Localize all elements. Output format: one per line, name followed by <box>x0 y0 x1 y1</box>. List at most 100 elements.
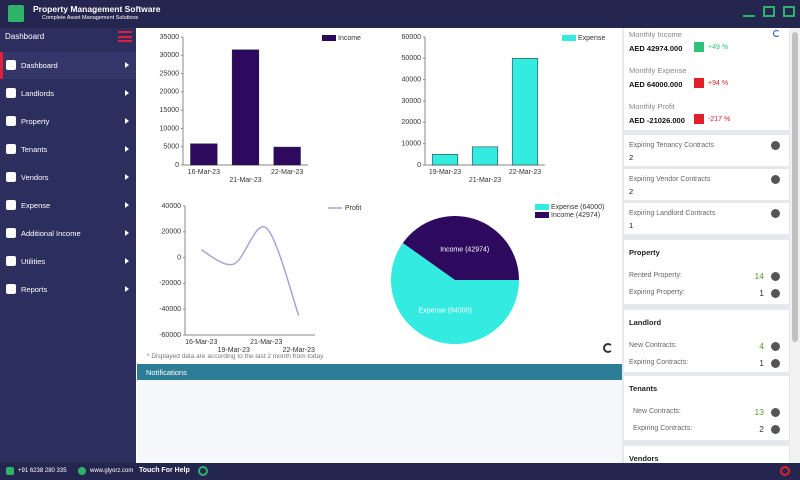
app-title: Property Management Software <box>33 4 161 14</box>
menu-icon[interactable] <box>6 60 16 70</box>
summary-amount: AED 42974.000 <box>629 44 683 53</box>
menu-arrow[interactable] <box>125 62 129 68</box>
summary-change: +49 % <box>708 44 729 51</box>
notifications-title: Notifications <box>146 368 187 377</box>
close-button[interactable] <box>783 6 795 17</box>
row-arrow[interactable] <box>771 342 780 351</box>
app-subtitle: Complete Asset Management Solutions <box>42 15 139 21</box>
section-row-label: Expiring Property: <box>629 289 685 296</box>
section-row-label: New Contracts: <box>629 342 677 349</box>
menu-item[interactable]: Landlords <box>21 89 54 98</box>
menu-arrow[interactable] <box>125 118 129 124</box>
refresh[interactable] <box>603 343 613 353</box>
summary-label: Monthly Expense <box>629 66 687 75</box>
title-bar <box>0 0 800 28</box>
trend-icon <box>694 42 704 52</box>
row-arrow[interactable] <box>771 272 780 281</box>
active-marker <box>0 52 3 79</box>
menu-icon[interactable] <box>6 172 16 182</box>
menu-item[interactable]: Expense <box>21 201 51 210</box>
menu-arrow[interactable] <box>125 230 129 236</box>
menu-arrow[interactable] <box>125 202 129 208</box>
menu-item[interactable]: Vendors <box>21 173 49 182</box>
refresh-summary[interactable] <box>773 30 780 37</box>
summary-change: +94 % <box>708 80 729 87</box>
contract-value: 2 <box>629 187 634 196</box>
menu-item[interactable]: Tenants <box>21 145 48 154</box>
menu-icon[interactable] <box>6 200 16 210</box>
contract-card <box>624 169 789 200</box>
section-row-value: 2 <box>759 424 764 434</box>
contract-card <box>624 135 789 166</box>
trend-icon <box>694 114 704 124</box>
note: * Displayed data are according to the la… <box>147 353 324 360</box>
row-arrow[interactable] <box>771 359 780 368</box>
menu-icon[interactable] <box>6 144 16 154</box>
menu-icon[interactable] <box>6 228 16 238</box>
section-card <box>624 310 789 372</box>
section-card <box>624 376 789 440</box>
menu-arrow[interactable] <box>125 286 129 292</box>
section-card <box>624 446 789 463</box>
website: www.glyorz.com <box>90 468 134 474</box>
menu-icon[interactable] <box>6 116 16 126</box>
summary-change: -217 % <box>708 116 731 123</box>
active-item <box>0 52 136 79</box>
section-title: Tenants <box>629 384 658 393</box>
summary-label: Monthly Profit <box>629 102 675 111</box>
section-row-label: Expiring Contracts: <box>629 359 689 366</box>
contract-label: Expiring Vendor Contracts <box>629 176 711 183</box>
menu-item[interactable]: Utilities <box>21 257 46 266</box>
summary-label: Monthly Income <box>629 30 682 39</box>
menu-toggle[interactable] <box>118 31 132 42</box>
maximize-button[interactable] <box>763 6 775 17</box>
notifications-body <box>137 380 622 463</box>
row-arrow[interactable] <box>771 425 780 434</box>
web-icon <box>78 467 86 475</box>
contract-arrow[interactable] <box>771 141 780 150</box>
help[interactable]: Touch For Help <box>139 467 190 474</box>
menu-item[interactable]: Dashboard <box>21 61 58 70</box>
scrollbar[interactable] <box>790 28 800 463</box>
power-icon[interactable] <box>780 466 790 476</box>
menu-icon[interactable] <box>6 284 16 294</box>
section-row-value: 14 <box>754 271 764 281</box>
menu-arrow[interactable] <box>125 174 129 180</box>
menu-icon[interactable] <box>6 256 16 266</box>
row-arrow[interactable] <box>771 408 780 417</box>
section-title: Property <box>629 248 660 257</box>
contract-arrow[interactable] <box>771 175 780 184</box>
logo <box>8 5 24 22</box>
minimize-button[interactable] <box>743 6 755 17</box>
dashboard-area <box>137 28 622 364</box>
menu-item[interactable]: Reports <box>21 285 48 294</box>
contract-card <box>624 203 789 234</box>
contract-arrow[interactable] <box>771 209 780 218</box>
menu-arrow[interactable] <box>125 146 129 152</box>
section-row-label: Rented Property: <box>629 272 682 279</box>
summary-amount: AED 64000.000 <box>629 80 683 89</box>
section-card <box>624 240 789 304</box>
section-row-label: New Contracts: <box>633 408 681 415</box>
contract-label: Expiring Tenancy Contracts <box>629 142 715 149</box>
menu-item[interactable]: Property <box>21 117 50 126</box>
sidebar-header: Dashboard <box>5 32 45 41</box>
menu-arrow[interactable] <box>125 258 129 264</box>
contract-value: 1 <box>629 221 634 230</box>
section-row-value: 13 <box>754 407 764 417</box>
trend-icon <box>694 78 704 88</box>
menu-arrow[interactable] <box>125 90 129 96</box>
section-row-value: 1 <box>759 358 764 368</box>
menu-toggle-mid[interactable] <box>118 35 132 38</box>
row-arrow[interactable] <box>771 289 780 298</box>
scroll-thumb[interactable] <box>792 32 798 342</box>
phone-icon <box>6 467 14 475</box>
settings-icon[interactable] <box>198 466 208 476</box>
summary-amount: AED -21026.000 <box>629 116 685 125</box>
contract-value: 2 <box>629 153 634 162</box>
menu-item[interactable]: Additional Income <box>21 229 81 238</box>
section-row-label: Expiring Contracts: <box>633 425 693 432</box>
menu-icon[interactable] <box>6 88 16 98</box>
notifications-bar <box>137 364 622 380</box>
